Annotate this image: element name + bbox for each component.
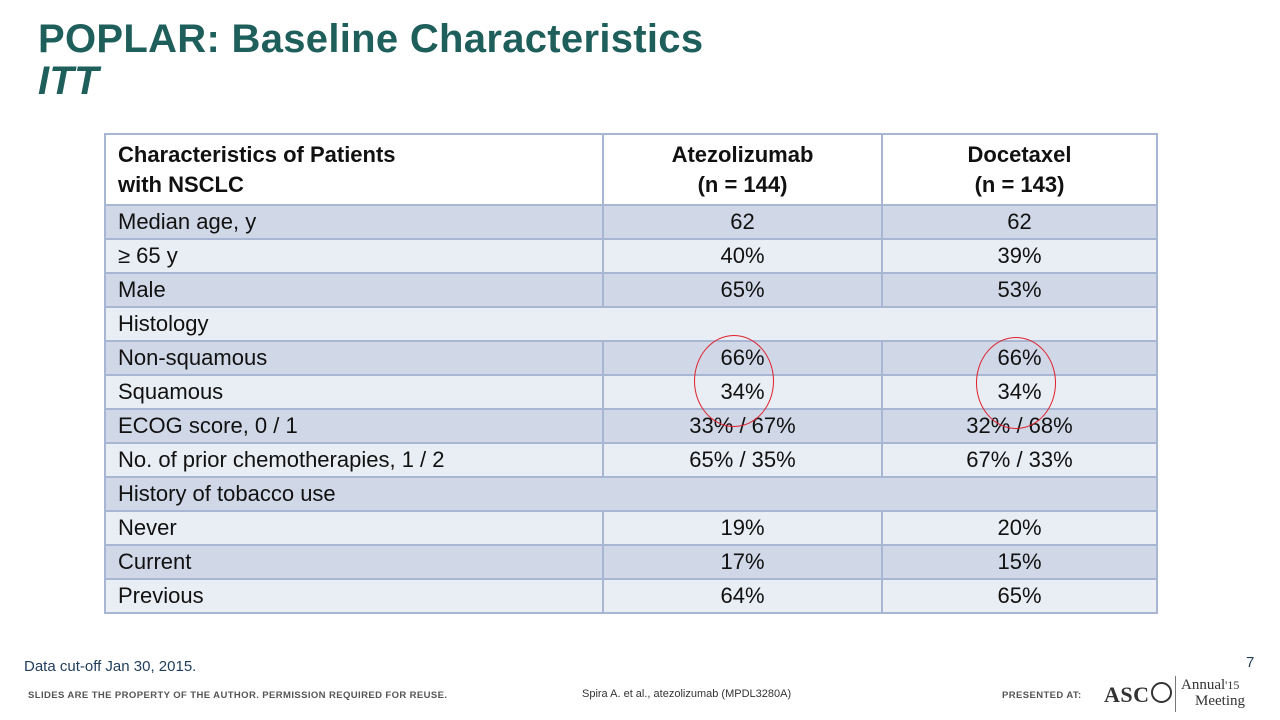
table-row: Histology	[104, 306, 1158, 342]
table-header-row: Characteristics of Patients with NSCLC A…	[104, 133, 1158, 206]
header-docetaxel: Docetaxel (n = 143)	[881, 133, 1158, 206]
docetaxel-value: 62	[881, 204, 1158, 240]
table-row: ≥ 65 y 40% 39%	[104, 238, 1158, 274]
row-label: Squamous	[104, 374, 604, 410]
logo-divider	[1175, 676, 1176, 712]
atezolizumab-value: 65%	[602, 272, 883, 308]
slide-title-main: POPLAR: Baseline Characteristics	[38, 17, 704, 61]
presented-at-label: PRESENTED AT:	[1002, 690, 1082, 701]
atezolizumab-value: 65% / 35%	[602, 442, 883, 478]
row-label: ≥ 65 y	[104, 238, 604, 274]
slide-title: POPLAR: Baseline Characteristics ITT	[38, 18, 703, 102]
atezolizumab-value: 64%	[602, 578, 883, 614]
citation: Spira A. et al., atezolizumab (MPDL3280A…	[582, 688, 792, 700]
header-characteristics: Characteristics of Patients with NSCLC	[104, 133, 604, 206]
row-label: Median age, y	[104, 204, 604, 240]
atezolizumab-value: 19%	[602, 510, 883, 546]
header-atezolizumab: Atezolizumab (n = 144)	[602, 133, 883, 206]
row-label: Male	[104, 272, 604, 308]
row-label: ECOG score, 0 / 1	[104, 408, 604, 444]
docetaxel-value: 53%	[881, 272, 1158, 308]
table-row: Median age, y 62 62	[104, 204, 1158, 240]
table-row: Male 65% 53%	[104, 272, 1158, 308]
annual-label: Annual	[1181, 677, 1226, 693]
atezolizumab-value: 40%	[602, 238, 883, 274]
header-docetaxel-label: Docetaxel (n = 143)	[967, 141, 1072, 197]
table-row: No. of prior chemotherapies, 1 / 2 65% /…	[104, 442, 1158, 478]
table-row: Previous 64% 65%	[104, 578, 1158, 614]
header-characteristics-label: Characteristics of Patients with NSCLC	[118, 141, 396, 197]
header-atezolizumab-label: Atezolizumab (n = 144)	[671, 141, 814, 197]
row-label: No. of prior chemotherapies, 1 / 2	[104, 442, 604, 478]
row-label-section: Histology	[104, 306, 1158, 342]
page-number: 7	[1246, 654, 1255, 671]
docetaxel-value: 15%	[881, 544, 1158, 580]
reuse-disclaimer: SLIDES ARE THE PROPERTY OF THE AUTHOR. P…	[28, 690, 448, 701]
docetaxel-value: 67% / 33%	[881, 442, 1158, 478]
highlight-circle-atezolizumab	[694, 335, 774, 427]
year-label: '15	[1225, 678, 1240, 692]
atezolizumab-value: 17%	[602, 544, 883, 580]
atezolizumab-value: 62	[602, 204, 883, 240]
table-row: Current 17% 15%	[104, 544, 1158, 580]
asco-swirl-icon	[1150, 682, 1172, 703]
asco-logo: ASC	[1104, 682, 1172, 708]
data-cutoff-note: Data cut-off Jan 30, 2015.	[24, 658, 197, 675]
asco-logo-text: ASC	[1104, 682, 1150, 707]
row-label: Current	[104, 544, 604, 580]
table-row: Never 19% 20%	[104, 510, 1158, 546]
table-row: History of tobacco use	[104, 476, 1158, 512]
row-label-section: History of tobacco use	[104, 476, 1158, 512]
slide-title-sub: ITT	[38, 59, 99, 103]
highlight-circle-docetaxel	[976, 337, 1056, 429]
docetaxel-value: 20%	[881, 510, 1158, 546]
meeting-label: Meeting	[1195, 693, 1245, 709]
docetaxel-value: 65%	[881, 578, 1158, 614]
docetaxel-value: 39%	[881, 238, 1158, 274]
annual-meeting-logo: Annual'15 Meeting	[1181, 677, 1245, 709]
row-label: Never	[104, 510, 604, 546]
row-label: Previous	[104, 578, 604, 614]
row-label: Non-squamous	[104, 340, 604, 376]
